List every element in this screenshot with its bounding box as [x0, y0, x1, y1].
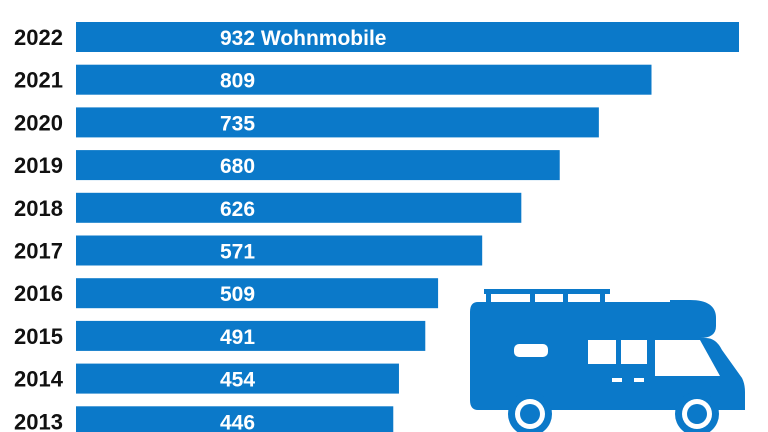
bar-2013 — [76, 406, 394, 432]
value-label: 680 — [220, 155, 255, 178]
bar-2020 — [76, 107, 599, 138]
bars-group: 2022 932 Wohnmobile 2021 809 2020 735 2019 680 2… — [14, 22, 739, 432]
year-label: 2013 — [14, 409, 63, 432]
year-label: 2014 — [14, 367, 64, 392]
value-label: 571 — [220, 241, 255, 264]
year-label: 2017 — [14, 239, 63, 264]
bar-2021 — [76, 64, 652, 95]
year-label: 2018 — [14, 196, 63, 221]
value-label: 491 — [220, 326, 255, 349]
value-label: 446 — [220, 411, 255, 432]
bar-2019 — [76, 150, 560, 181]
value-label: 809 — [220, 70, 255, 93]
year-label: 2020 — [14, 110, 63, 135]
camper-van-icon — [470, 289, 745, 432]
value-label: 626 — [220, 198, 255, 221]
value-label: 454 — [220, 369, 255, 392]
bar-2022 — [76, 22, 739, 52]
value-label: 932 Wohnmobile — [220, 27, 386, 50]
year-label: 2021 — [14, 68, 63, 93]
bar-2016 — [76, 278, 439, 309]
bar-2014 — [76, 363, 399, 394]
value-label: 509 — [220, 283, 255, 306]
bar-2017 — [76, 235, 483, 266]
bar-2015 — [76, 320, 426, 351]
year-label: 2016 — [14, 281, 63, 306]
value-label: 735 — [220, 112, 255, 135]
year-label: 2019 — [14, 153, 63, 178]
bar-2018 — [76, 192, 522, 223]
year-label: 2015 — [14, 324, 63, 349]
year-label: 2022 — [14, 25, 63, 50]
